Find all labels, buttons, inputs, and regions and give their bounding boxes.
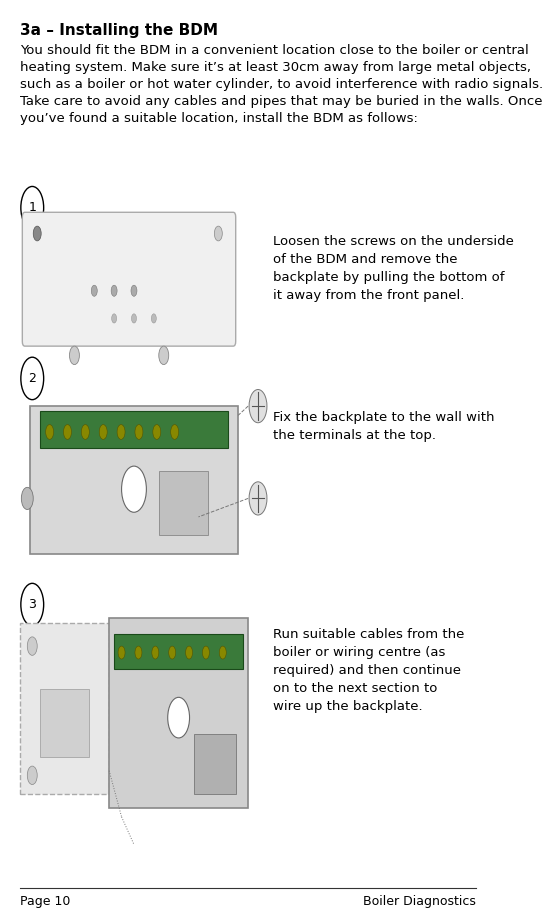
Circle shape (131, 314, 136, 323)
Text: 2: 2 (28, 372, 36, 385)
Circle shape (122, 466, 146, 512)
FancyBboxPatch shape (23, 212, 236, 346)
Circle shape (91, 285, 97, 296)
Circle shape (118, 646, 125, 659)
Text: Loosen the screws on the underside
of the BDM and remove the
backplate by pullin: Loosen the screws on the underside of th… (273, 235, 514, 303)
Circle shape (185, 646, 192, 659)
Circle shape (214, 226, 222, 241)
Circle shape (169, 646, 175, 659)
Circle shape (112, 314, 117, 323)
FancyBboxPatch shape (40, 689, 89, 757)
Text: 1: 1 (28, 201, 36, 214)
Text: 3a – Installing the BDM: 3a – Installing the BDM (20, 23, 218, 38)
Circle shape (152, 646, 159, 659)
Circle shape (135, 646, 142, 659)
Circle shape (202, 646, 210, 659)
Text: Fix the backplate to the wall with
the terminals at the top.: Fix the backplate to the wall with the t… (273, 411, 494, 442)
Circle shape (81, 425, 89, 439)
Circle shape (21, 487, 33, 509)
Circle shape (28, 637, 37, 655)
FancyBboxPatch shape (20, 623, 109, 794)
Circle shape (69, 346, 79, 365)
Circle shape (111, 285, 117, 296)
Circle shape (249, 390, 267, 423)
Text: Page 10: Page 10 (20, 895, 70, 908)
Circle shape (249, 482, 267, 515)
FancyBboxPatch shape (194, 734, 236, 794)
FancyBboxPatch shape (159, 471, 208, 535)
Circle shape (159, 346, 169, 365)
FancyBboxPatch shape (109, 618, 248, 808)
Circle shape (117, 425, 125, 439)
FancyBboxPatch shape (114, 634, 243, 669)
Circle shape (33, 226, 41, 241)
Circle shape (46, 425, 53, 439)
Circle shape (168, 698, 190, 738)
Circle shape (99, 425, 107, 439)
Circle shape (131, 285, 137, 296)
Circle shape (170, 425, 179, 439)
Circle shape (28, 766, 37, 785)
Circle shape (63, 425, 72, 439)
Text: Run suitable cables from the
boiler or wiring centre (as
required) and then cont: Run suitable cables from the boiler or w… (273, 628, 464, 713)
Circle shape (135, 425, 143, 439)
Circle shape (153, 425, 161, 439)
Text: 3: 3 (28, 598, 36, 611)
FancyBboxPatch shape (40, 411, 228, 448)
Circle shape (151, 314, 156, 323)
Text: Boiler Diagnostics: Boiler Diagnostics (364, 895, 476, 908)
Circle shape (219, 646, 226, 659)
Text: You should fit the BDM in a convenient location close to the boiler or central h: You should fit the BDM in a convenient l… (20, 44, 543, 126)
FancyBboxPatch shape (30, 406, 238, 554)
